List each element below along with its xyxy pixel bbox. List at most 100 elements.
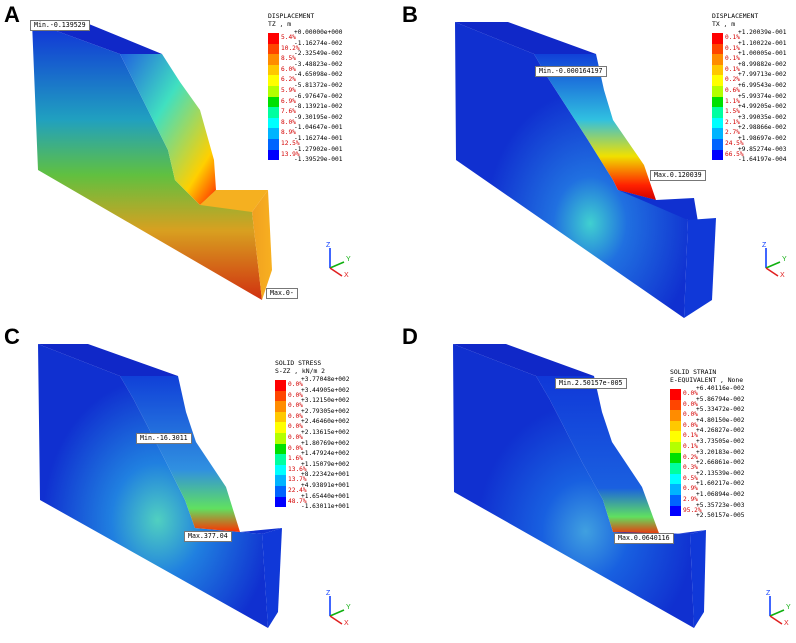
color-bar-segment	[670, 494, 681, 506]
legend-percent: 0.1%	[683, 432, 698, 440]
legend-tick-label: +1.80769e+002	[301, 439, 350, 447]
color-bar-segment	[268, 107, 279, 118]
color-bar-segment	[268, 75, 279, 86]
y-axis-label: Y	[786, 604, 791, 611]
slope-model-d	[453, 344, 706, 628]
legend-tick-label: -8.13921e-002	[294, 103, 343, 111]
legend-title-c: SOLID STRESS S-ZZ , kN/m 2	[275, 359, 326, 375]
legend-tick-label: -1.63011e+001	[301, 503, 350, 511]
legend-percent: 6.9%	[281, 97, 296, 105]
legend-tick-column: +0.00000e+000 -1.16274e-002 -2.32549e-002 -…	[294, 28, 342, 166]
slope-model-c	[38, 344, 282, 628]
legend-title-a: DISPLACEMENT TZ , m	[268, 12, 315, 28]
color-bar-segment	[268, 43, 279, 55]
color-bar-segment	[268, 138, 279, 150]
slope-model-b	[455, 22, 716, 318]
legend-tick-label: +2.46460e+002	[301, 418, 350, 426]
legend-percent: 2.7%	[725, 129, 740, 137]
legend-d: SOLID STRAIN E-EQUIVALENT , None 0.0% 0.0%…	[670, 368, 796, 520]
legend-tick-label: -3.48823e-002	[294, 60, 343, 68]
legend-percent: 1.5%	[725, 108, 740, 116]
legend-percent: 22.4%	[288, 486, 307, 494]
legend-title-d: SOLID STRAIN E-EQUIVALENT , None	[670, 368, 744, 384]
legend-percent: 1.1%	[725, 97, 740, 105]
y-axis-arrow	[765, 261, 781, 269]
legend-percent: 1.6%	[288, 455, 303, 463]
color-bar-segment	[275, 464, 286, 476]
legend-percent: 6.0%	[281, 65, 296, 73]
legend-tick-label: +7.99713e-002	[738, 71, 787, 79]
panel-letter-c: C	[4, 324, 20, 349]
color-bar-segment	[670, 431, 681, 442]
y-axis-arrow	[329, 609, 345, 617]
legend-tick-column: +3.77048e+002 +3.44905e+002 +3.12150e+002 +…	[301, 375, 349, 513]
legend-percent-column: 0.1% 0.1% 0.1% 0.1% 0.2% 0.6% 1.1% 1.5% 2.1% 2.7%…	[725, 33, 744, 160]
color-bar-segment	[712, 149, 723, 161]
legend-tick-label: +8.22342e+001	[301, 471, 350, 479]
legend-tick-label: +1.60217e-002	[696, 480, 745, 488]
max-callout-a: Max.0-	[266, 288, 298, 299]
legend-percent: 0.6%	[725, 86, 740, 94]
color-bar-segment	[670, 473, 681, 485]
legend-percent: 8.9%	[281, 129, 296, 137]
legend-tick-label: -1.16274e-001	[294, 134, 343, 142]
legend-tick-label: -1.39529e-001	[294, 156, 343, 164]
legend-percent: 10.2%	[281, 44, 300, 52]
y-axis-arrow	[769, 609, 785, 617]
max-callout-c: Max.377.04	[184, 531, 232, 542]
color-bar-segment	[670, 463, 681, 474]
legend-percent: 0.3%	[683, 464, 698, 472]
legend-percent: 0.0%	[683, 390, 698, 397]
max-callout-b: Max.0.120039	[650, 170, 706, 181]
legend-tick-label: +2.50157e-005	[696, 512, 745, 520]
legend-tick-column: +1.20039e-001 +1.10022e-001 +1.00005e-001 +…	[738, 28, 786, 166]
legend-tick-label: +3.73505e-002	[696, 437, 745, 445]
color-bar-segment	[670, 420, 681, 432]
legend-scale-c: 0.0% 0.0% 0.0% 0.0% 0.0% 0.0% 0.0% 1.6% 13.6% 13.…	[275, 375, 398, 513]
color-bar-segment	[275, 432, 286, 444]
axis-triad-d: Z Y X	[760, 590, 794, 630]
color-bar-segment	[670, 441, 681, 453]
x-axis-arrow	[329, 615, 343, 625]
legend-percent: 2.9%	[683, 495, 698, 503]
legend-percent: 0.1%	[683, 442, 698, 450]
min-callout-a: Min.-0.139529	[30, 20, 90, 31]
legend-percent: 0.1%	[725, 44, 740, 52]
legend-percent: 0.0%	[683, 421, 698, 429]
z-axis-label: Z	[326, 590, 331, 597]
legend-tick-label: -5.81372e-002	[294, 81, 343, 89]
legend-percent: 0.0%	[683, 400, 698, 408]
legend-percent: 0.1%	[725, 34, 740, 41]
legend-tick-label: +2.79305e+002	[301, 407, 350, 415]
legend-tick-label: -1.64197e-004	[738, 156, 787, 164]
legend-scale-b: 0.1% 0.1% 0.1% 0.1% 0.2% 0.6% 1.1% 1.5% 2.1% 2.7%…	[712, 28, 796, 166]
legend-percent: 24.5%	[725, 139, 744, 147]
legend-percent: 48.7%	[288, 497, 307, 505]
legend-tick-label: -1.27902e-001	[294, 145, 343, 153]
legend-percent: 66.5%	[725, 150, 744, 158]
color-bar-segment	[275, 422, 286, 433]
legend-tick-label: +3.77048e+002	[301, 376, 350, 383]
legend-tick-label: +2.13539e-002	[696, 469, 745, 477]
legend-percent: 0.5%	[683, 474, 698, 482]
legend-percent: 0.0%	[288, 423, 303, 431]
z-axis-label: Z	[766, 590, 771, 597]
color-bar-segment	[712, 85, 723, 97]
color-bar-segment	[712, 117, 723, 129]
legend-tick-label: +6.40116e-002	[696, 385, 745, 392]
x-axis-arrow	[765, 267, 779, 277]
legend-tick-label: +2.13615e+002	[301, 428, 350, 436]
panel-a: A	[0, 0, 398, 321]
legend-tick-label: -2.32549e-002	[294, 50, 343, 58]
legend-tick-label: +1.20039e-001	[738, 29, 787, 36]
legend-tick-label: +5.99374e-002	[738, 92, 787, 100]
legend-percent: 0.0%	[288, 391, 303, 399]
legend-tick-label: +4.80150e-002	[696, 416, 745, 424]
color-bar-segment	[275, 390, 286, 402]
color-bar-segment	[712, 43, 723, 55]
color-bar-segment	[268, 54, 279, 65]
panel-letter-a: A	[4, 2, 20, 27]
min-callout-c: Min.-16.3011	[136, 433, 192, 444]
legend-c: SOLID STRESS S-ZZ , kN/m 2 0.0% 0.0% 0.0% 0.…	[275, 359, 398, 513]
legend-scale-a: 5.4% 10.2% 8.5% 6.0% 6.2% 5.9% 6.9% 7.6% 8.0% 8.9…	[268, 28, 398, 166]
